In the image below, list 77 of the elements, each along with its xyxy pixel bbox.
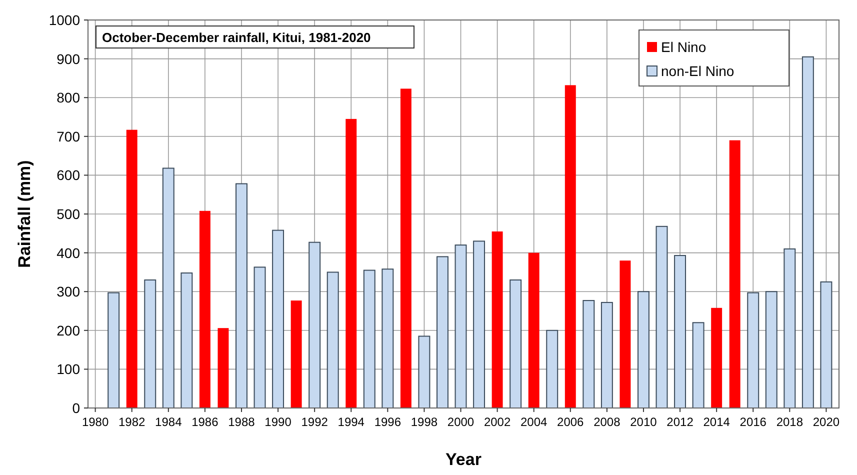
y-tick-label: 1000 (48, 12, 80, 28)
bar (674, 255, 686, 408)
x-tick-label: 2016 (740, 415, 767, 429)
y-tick-label: 0 (72, 400, 80, 416)
bar (711, 308, 722, 408)
bar (326, 272, 339, 408)
bar (473, 240, 486, 408)
x-tick-label: 2010 (630, 415, 658, 429)
y-axis-title: Rainfall (mm) (15, 160, 34, 268)
x-tick-label: 1998 (410, 415, 438, 429)
bar (199, 210, 210, 408)
bar (564, 85, 576, 408)
x-tick-label: 1996 (374, 415, 402, 429)
text: October-December rainfall, Kitui, 1981-2020 (102, 30, 371, 45)
x-tick-label: 1992 (301, 415, 328, 429)
bar (600, 302, 613, 408)
x-tick-label: 1984 (155, 415, 182, 429)
bar (765, 291, 778, 408)
bar (436, 256, 448, 408)
legend-label: El Nino (661, 39, 706, 55)
bar (346, 118, 357, 408)
x-tick-label: 1990 (264, 415, 292, 429)
bar (582, 300, 595, 408)
bar (272, 230, 284, 408)
bar (638, 291, 650, 408)
x-tick-label: 1994 (338, 415, 365, 429)
bar (400, 88, 412, 408)
y-tick-label: 300 (56, 284, 80, 300)
x-tick-label: 2018 (776, 415, 804, 429)
bar (180, 272, 193, 408)
bar (656, 226, 668, 408)
bar (144, 279, 156, 408)
bar (729, 140, 740, 408)
bar (546, 330, 558, 408)
bar (108, 292, 120, 408)
x-tick-label: 1982 (118, 415, 146, 429)
bar (236, 183, 248, 408)
bar (747, 292, 760, 408)
x-tick-label: 2006 (557, 415, 584, 429)
bar (454, 244, 467, 408)
bar (162, 168, 174, 408)
legend-label: non-El Nino (661, 63, 734, 79)
x-tick-label: 2012 (666, 415, 694, 429)
bar (363, 270, 376, 408)
y-tick-label: 200 (56, 322, 80, 338)
bar (254, 266, 266, 408)
x-tick-label: 1988 (228, 415, 256, 429)
y-tick-label: 400 (56, 244, 80, 261)
y-tick-label: 100 (56, 361, 80, 378)
x-tick-label: 2020 (812, 415, 840, 429)
bar (382, 268, 394, 408)
bar (510, 279, 522, 408)
y-tick-label: 900 (56, 50, 80, 67)
x-tick-label: 2008 (594, 415, 621, 429)
x-tick-label: 2004 (520, 415, 548, 429)
y-tick-label: 700 (56, 128, 80, 144)
bar (492, 231, 503, 408)
x-tick-label: 2014 (703, 415, 730, 429)
bar (528, 252, 540, 408)
y-tick-label: 500 (56, 206, 80, 222)
bar (820, 281, 832, 408)
bar (418, 336, 430, 408)
y-tick-label: 800 (56, 90, 80, 106)
bar (308, 242, 321, 408)
bar (784, 248, 796, 408)
bar (692, 322, 704, 408)
bar (620, 260, 631, 408)
bar (290, 300, 302, 408)
bar (126, 130, 138, 408)
bar (218, 328, 229, 408)
x-tick-label: 1980 (82, 415, 109, 429)
x-axis-title: Year (446, 450, 482, 469)
y-tick-label: 600 (56, 167, 80, 184)
bar (802, 56, 814, 408)
x-tick-label: 2000 (447, 415, 474, 429)
x-tick-label: 2002 (484, 415, 511, 429)
x-tick-label: 1986 (192, 415, 219, 429)
